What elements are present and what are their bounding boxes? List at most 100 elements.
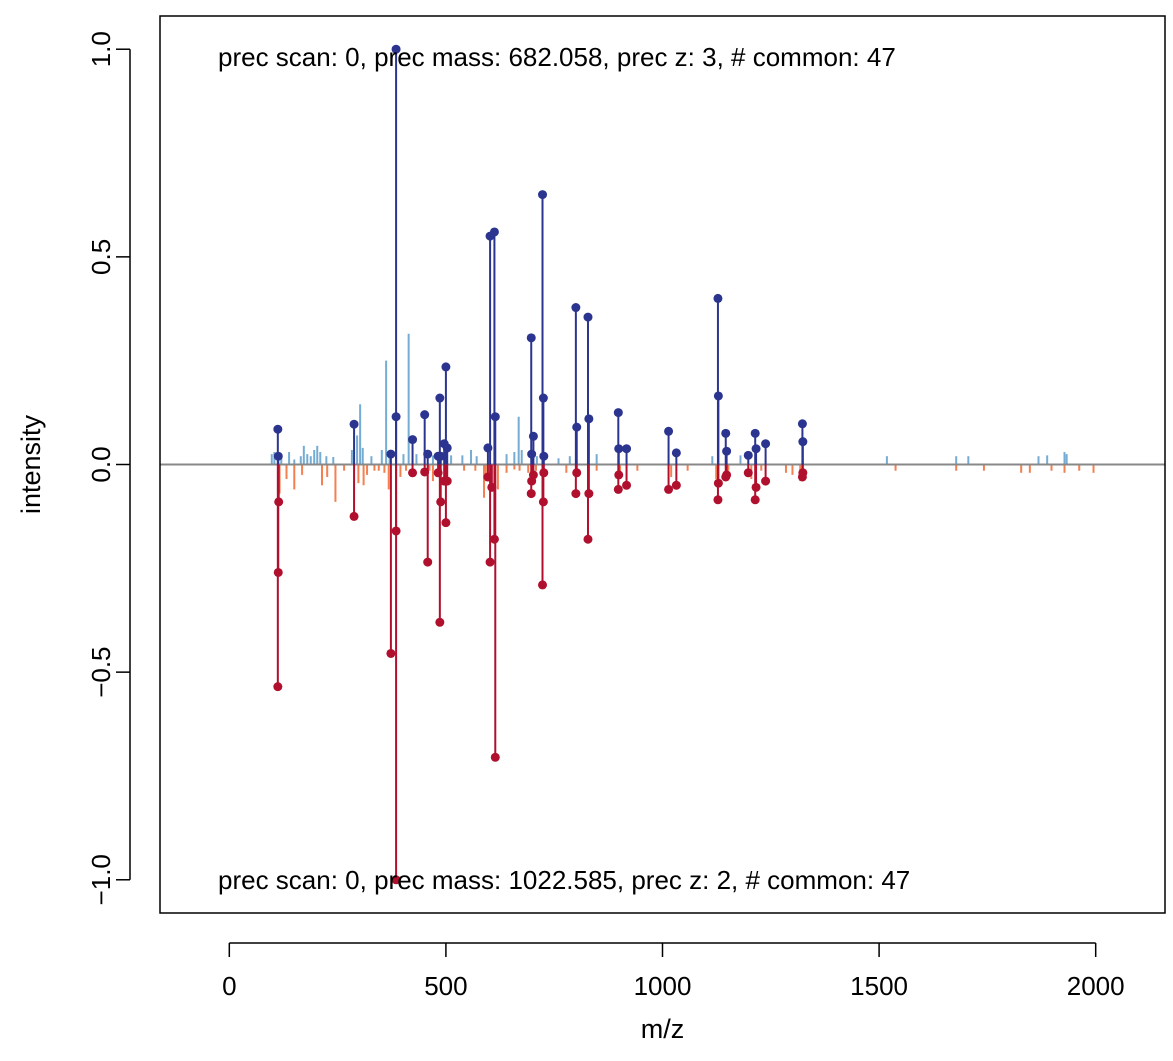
bottom-matched-point-29 <box>583 534 593 544</box>
bottom-matched-point-5 <box>391 875 401 885</box>
matched-peaks <box>273 44 808 885</box>
bottom-matched-point-6 <box>391 526 401 536</box>
top-matched-point-10 <box>435 393 445 403</box>
top-matched-point-23 <box>538 393 548 403</box>
unmatched-peaks <box>270 333 1095 502</box>
bottom-matched-point-14 <box>441 518 451 528</box>
bottom-matched-point-35 <box>671 480 681 490</box>
top-matched-point-35 <box>713 391 723 401</box>
top-matched-point-13 <box>441 362 451 372</box>
y-tick-label-1: −0.5 <box>86 646 116 697</box>
top-matched-point-40 <box>751 444 761 454</box>
top-matched-point-37 <box>722 446 732 456</box>
bottom-matched-point-31 <box>613 484 623 494</box>
top-matched-point-29 <box>613 408 623 418</box>
bottom-matched-point-30 <box>584 489 594 499</box>
plot-frame <box>159 15 1166 914</box>
bottom-matched-point-21 <box>526 489 536 499</box>
top-matched-point-25 <box>571 303 581 313</box>
top-matched-point-7 <box>420 410 430 420</box>
top-matched-point-1 <box>273 451 283 461</box>
top-matched-point-36 <box>721 428 731 438</box>
bottom-matched-point-19 <box>489 534 499 544</box>
top-matched-point-22 <box>538 190 548 200</box>
bottom-matched-point-8 <box>420 467 430 477</box>
bottom-matched-point-3 <box>349 511 359 521</box>
x-axis-label: m/z <box>641 1014 685 1044</box>
y-axis: −1.0 −0.5 0.0 0.5 1.0 <box>86 31 131 905</box>
x-tick-label-1: 500 <box>424 971 467 1001</box>
top-matched-point-19 <box>526 333 536 343</box>
bottom-matched-point-17 <box>485 557 495 567</box>
bottom-spectrum-annotation: prec scan: 0, prec mass: 1022.585, prec … <box>218 865 910 895</box>
top-matched-point-5 <box>391 412 401 422</box>
bottom-matched-point-2 <box>274 497 284 507</box>
bottom-matched-point-0 <box>273 682 283 692</box>
top-matched-point-33 <box>671 448 681 458</box>
x-tick-label-2: 1000 <box>634 971 692 1001</box>
top-matched-point-24 <box>539 451 549 461</box>
bottom-matched-point-27 <box>571 489 581 499</box>
top-matched-point-6 <box>408 435 418 445</box>
top-matched-point-0 <box>273 424 283 434</box>
bottom-matched-point-28 <box>572 468 582 478</box>
bottom-matched-point-18 <box>487 482 497 492</box>
bottom-matched-point-34 <box>664 484 674 494</box>
bottom-matched-point-7 <box>408 468 418 478</box>
bottom-matched-point-24 <box>538 580 548 590</box>
bottom-matched-point-36 <box>713 495 723 505</box>
top-matched-point-34 <box>713 293 723 303</box>
bottom-matched-point-23 <box>528 470 538 480</box>
top-matched-point-32 <box>664 426 674 436</box>
bottom-matched-point-32 <box>614 470 624 480</box>
top-matched-point-3 <box>386 449 396 459</box>
x-tick-label-4: 2000 <box>1067 971 1125 1001</box>
x-axis: 0 500 1000 1500 2000 <box>222 942 1125 1001</box>
bottom-matched-point-10 <box>433 468 443 478</box>
top-matched-point-42 <box>797 419 807 429</box>
top-matched-point-15 <box>483 443 493 453</box>
y-tick-label-3: 0.5 <box>86 239 116 275</box>
bottom-matched-point-4 <box>386 648 396 658</box>
bottom-matched-point-20 <box>490 752 500 762</box>
y-tick-label-2: 0.0 <box>86 446 116 482</box>
top-matched-point-30 <box>614 444 624 454</box>
bottom-matched-point-37 <box>713 478 723 488</box>
top-matched-point-11 <box>436 451 446 461</box>
x-tick-label-0: 0 <box>222 971 236 1001</box>
bottom-matched-point-26 <box>539 468 549 478</box>
y-axis-label: intensity <box>16 414 46 514</box>
bottom-matched-point-40 <box>743 468 753 478</box>
x-tick-label-3: 1500 <box>850 971 908 1001</box>
bottom-matched-point-12 <box>436 497 446 507</box>
bottom-matched-point-9 <box>423 557 433 567</box>
top-matched-point-8 <box>423 449 433 459</box>
top-matched-point-39 <box>750 428 760 438</box>
bottom-matched-point-1 <box>273 567 283 577</box>
top-matched-point-31 <box>622 444 632 454</box>
bottom-matched-point-41 <box>750 495 760 505</box>
top-matched-point-14 <box>442 443 452 453</box>
bottom-matched-point-11 <box>435 617 445 627</box>
bottom-matched-point-15 <box>442 476 452 486</box>
top-matched-point-4 <box>391 44 401 54</box>
top-spectrum-annotation: prec scan: 0, prec mass: 682.058, prec z… <box>218 42 896 72</box>
bottom-matched-point-43 <box>761 476 771 486</box>
top-matched-point-43 <box>798 437 808 447</box>
top-matched-point-26 <box>572 422 582 432</box>
top-matched-point-18 <box>490 412 500 422</box>
top-matched-point-27 <box>583 312 593 322</box>
bottom-matched-point-42 <box>751 482 761 492</box>
bottom-matched-point-25 <box>538 497 548 507</box>
top-matched-point-28 <box>584 414 594 424</box>
bottom-matched-point-33 <box>622 480 632 490</box>
bottom-matched-point-16 <box>483 472 493 482</box>
top-matched-point-2 <box>349 419 359 429</box>
top-matched-point-21 <box>528 431 538 441</box>
top-matched-point-17 <box>489 227 499 237</box>
top-matched-point-41 <box>761 439 771 449</box>
bottom-matched-point-45 <box>798 468 808 478</box>
bottom-matched-point-39 <box>722 470 732 480</box>
top-matched-point-20 <box>527 449 537 459</box>
